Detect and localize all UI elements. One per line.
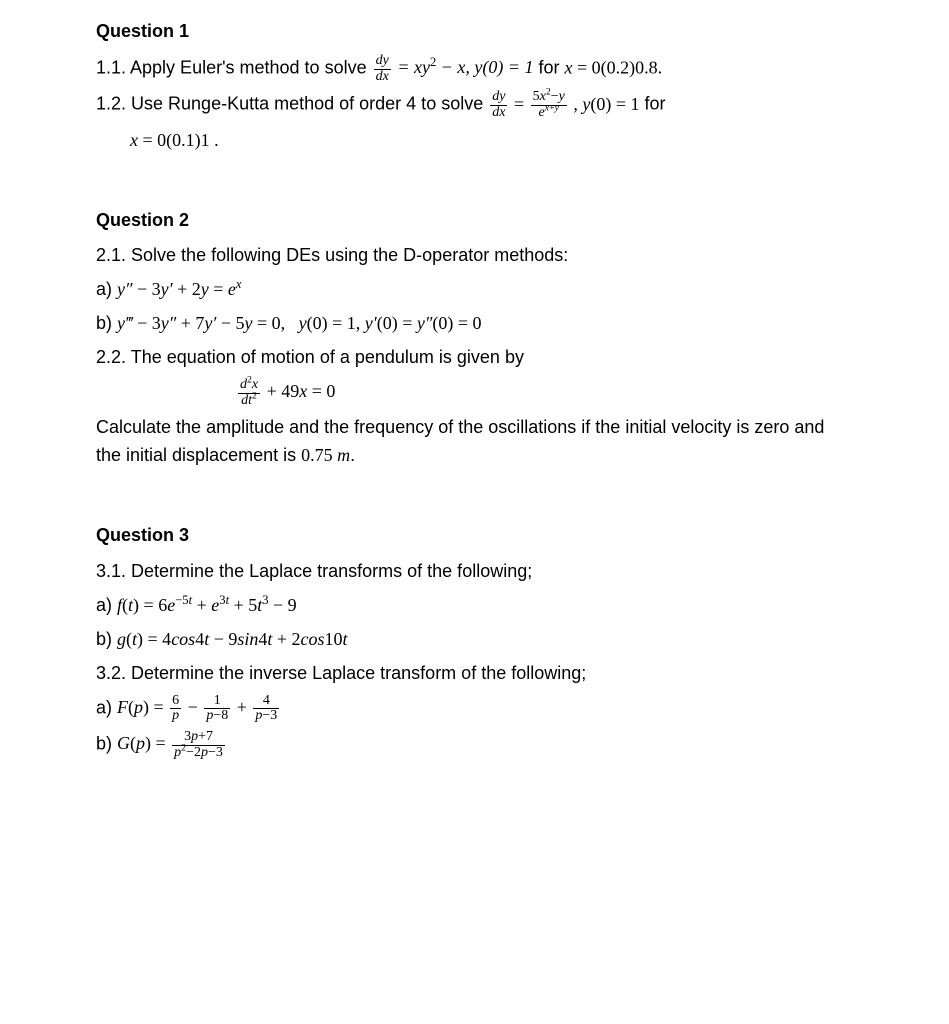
q2-part2-question: Calculate the amplitude and the frequenc… xyxy=(96,414,853,470)
equation-text: = xyxy=(509,94,528,114)
item-label: b) xyxy=(96,629,117,649)
equation-text: , y(0) = 1 xyxy=(569,94,640,114)
equation-text: − x, y(0) = 1 xyxy=(436,57,533,77)
q1-2-tail: for xyxy=(640,94,666,114)
item-label: a) xyxy=(96,595,117,615)
fraction-denominator: dx xyxy=(490,105,507,121)
q2-part1-intro: 2.1. Solve the following DEs using the D… xyxy=(96,242,853,270)
fraction-numerator: 6 xyxy=(170,694,181,709)
equation-text: x = 0(0.1)1 . xyxy=(130,130,219,150)
equation-text: y‴ − 3y″ + 7y′ − 5y = 0, y(0) = 1, y′(0)… xyxy=(117,313,481,333)
fraction-numerator: 4 xyxy=(253,694,279,709)
q1-2-lead: 1.2. Use Runge-Kutta method of order 4 t… xyxy=(96,94,488,114)
equation-text: = xy xyxy=(393,57,430,77)
equation-text: F(p) = 6p − 1p−8 + 4p−3 xyxy=(117,697,281,717)
item-label: a) xyxy=(96,279,117,299)
q1-2-equation: dydx = 5x2−yex+y , y(0) = 1 xyxy=(488,94,639,114)
q1-part2-line2: x = 0(0.1)1 . xyxy=(130,127,853,155)
equation-text: f(t) = 6e−5t + e3t + 5t3 − 9 xyxy=(117,595,297,615)
q1-1-lead: 1.1. Apply Euler's method to solve xyxy=(96,57,372,77)
q3-part2-intro: 3.2. Determine the inverse Laplace trans… xyxy=(96,660,853,688)
q3-2a: a) F(p) = 6p − 1p−8 + 4p−3 xyxy=(96,694,853,724)
q3-2b: b) G(p) = 3p+7p2−2p−3 xyxy=(96,730,853,760)
equation-text: g(t) = 4cos4t − 9sin4t + 2cos10t xyxy=(117,629,348,649)
equation-text: y″ − 3y′ + 2y = ex xyxy=(117,279,242,299)
q1-part1: 1.1. Apply Euler's method to solve dydx … xyxy=(96,54,853,84)
fraction-denominator: dx xyxy=(374,69,391,85)
operator: + xyxy=(232,697,251,717)
item-label: b) xyxy=(96,733,117,753)
fraction-denominator: p−8 xyxy=(204,708,230,724)
q2-part2-intro: 2.2. The equation of motion of a pendulu… xyxy=(96,344,853,372)
q1-part2: 1.2. Use Runge-Kutta method of order 4 t… xyxy=(96,90,853,120)
fraction-denominator: p xyxy=(170,708,181,724)
fraction-denominator: p2−2p−3 xyxy=(172,745,225,761)
document-page: Question 1 1.1. Apply Euler's method to … xyxy=(0,0,949,806)
fraction-denominator: dt2 xyxy=(238,393,260,409)
item-label: a) xyxy=(96,697,117,717)
fraction-numerator: dy xyxy=(374,54,391,69)
fraction-denominator: p−3 xyxy=(253,708,279,724)
q2-1b: b) y‴ − 3y″ + 7y′ − 5y = 0, y(0) = 1, y′… xyxy=(96,310,853,338)
fraction-numerator: dy xyxy=(490,90,507,105)
operator: − xyxy=(183,697,202,717)
q1-1-tail: for x = 0(0.2)0.8. xyxy=(534,57,663,77)
fraction-numerator: 1 xyxy=(204,694,230,709)
q3-part1-intro: 3.1. Determine the Laplace transforms of… xyxy=(96,558,853,586)
q2-2-equation: d2xdt2 + 49x = 0 xyxy=(236,378,853,408)
fraction-denominator: ex+y xyxy=(531,105,567,121)
equation-text: G(p) = 3p+7p2−2p−3 xyxy=(117,733,227,753)
question-3-title: Question 3 xyxy=(96,522,853,550)
question-1-title: Question 1 xyxy=(96,18,853,46)
q2-1a: a) y″ − 3y′ + 2y = ex xyxy=(96,276,853,304)
q3-1b: b) g(t) = 4cos4t − 9sin4t + 2cos10t xyxy=(96,626,853,654)
q1-1-equation: dydx = xy2 − x, y(0) = 1 xyxy=(372,57,534,77)
equation-text: + 49x = 0 xyxy=(262,381,335,401)
q3-1a: a) f(t) = 6e−5t + e3t + 5t3 − 9 xyxy=(96,592,853,620)
question-2-title: Question 2 xyxy=(96,207,853,235)
item-label: b) xyxy=(96,313,117,333)
